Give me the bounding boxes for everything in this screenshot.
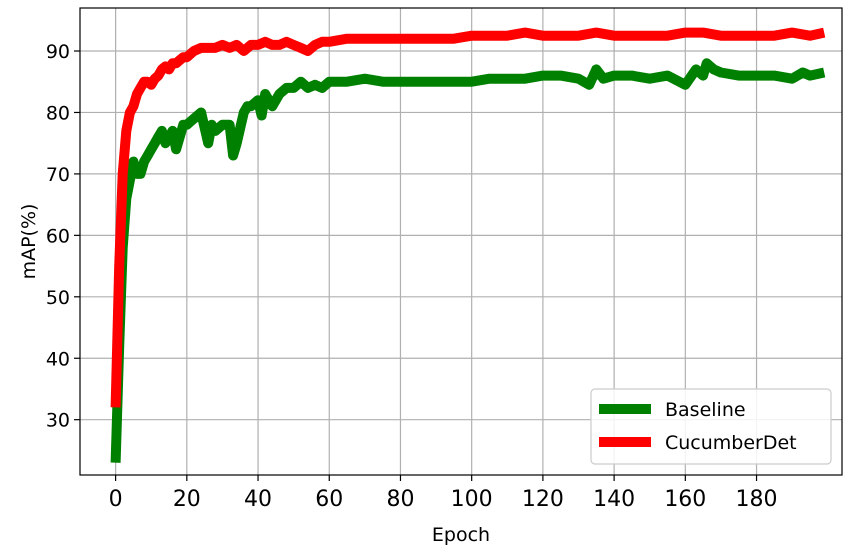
y-tick-label: 80 (46, 102, 70, 124)
x-tick-label: 140 (593, 487, 635, 512)
y-tick-label: 40 (46, 348, 70, 370)
x-tick-label: 80 (386, 487, 414, 512)
legend: Baseline CucumberDet (590, 388, 832, 465)
x-tick-label: 0 (109, 487, 123, 512)
x-axis-title: Epoch (432, 524, 490, 546)
series-line-baseline (110, 58, 826, 463)
legend-label: CucumberDet (665, 432, 797, 454)
x-tick-label: 40 (244, 487, 272, 512)
series-layer (110, 27, 826, 463)
y-tick-label: 70 (46, 164, 70, 186)
y-tick-label: 30 (46, 410, 70, 432)
legend-label: Baseline (665, 399, 746, 421)
x-tick-label: 60 (315, 487, 343, 512)
y-tick-label: 90 (46, 41, 70, 63)
x-tick-label: 100 (451, 487, 493, 512)
y-tick-label: 50 (46, 287, 70, 309)
x-tick-label: 180 (736, 487, 778, 512)
x-axis: 0 20 40 60 80 100 120 140 160 180 (109, 475, 778, 512)
x-tick-label: 120 (522, 487, 564, 512)
x-tick-label: 160 (664, 487, 706, 512)
plot-frame (79, 7, 843, 476)
y-axis-title: mAP(%) (18, 204, 40, 280)
y-tick-label: 60 (46, 225, 70, 247)
series-line-cucumberdet (110, 27, 826, 408)
x-tick-label: 20 (173, 487, 201, 512)
y-axis: 30 40 50 60 70 80 90 (46, 41, 80, 432)
